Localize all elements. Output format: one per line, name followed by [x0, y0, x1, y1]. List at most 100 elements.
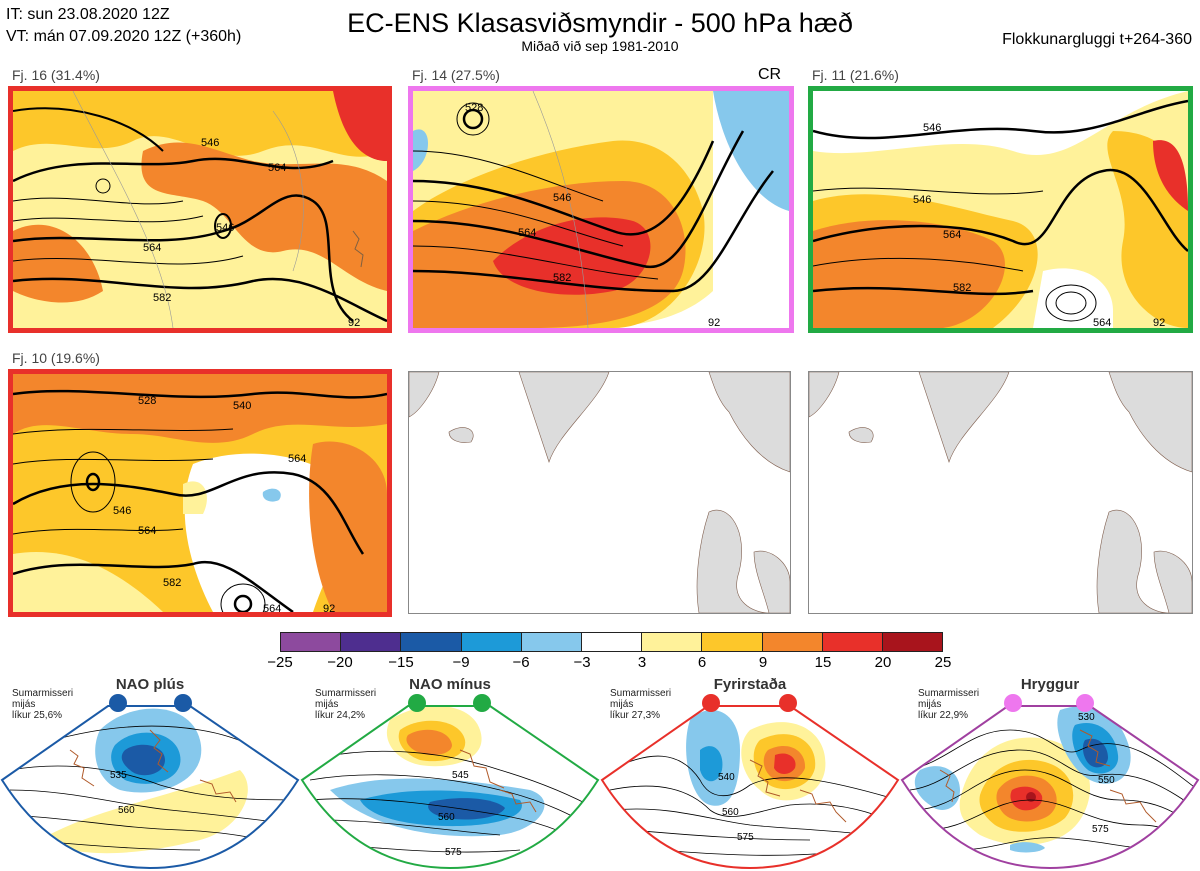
regime-contour-label: 575 [445, 847, 462, 858]
regime-info-line: Sumarmisseri [610, 688, 672, 699]
cluster-4-contour-label: 540 [233, 400, 251, 412]
cluster-1-map: 546 564 546 564 582 92 [8, 86, 392, 333]
regime-info: Sumarmisseri mijás líkur 22,9% [918, 688, 979, 721]
regime-contour-label: 550 [1098, 775, 1115, 786]
colorbar-swatch [702, 633, 763, 651]
colorbar-tick: 9 [758, 654, 768, 671]
colorbar-swatch [281, 633, 342, 651]
cluster-3-contour-label: 92 [1153, 317, 1165, 328]
cluster-4-contour-label: 528 [138, 395, 156, 407]
regime-contour-label: 545 [452, 770, 469, 781]
regime-info-line: líkur 25,6% [12, 710, 63, 721]
colorbar-ticks: −25 −20 −15 −9 −6 −3 3 6 9 15 20 25 [0, 654, 1200, 672]
regime-title: Fyrirstaða [713, 676, 787, 693]
regime-nao-minus: Sumarmisseri mijás líkur 24,2% NAO mínus… [300, 676, 600, 871]
colorbar-tick: 3 [637, 654, 647, 671]
cluster-2-contour-label: 582 [553, 272, 571, 284]
regime-contour-label: 535 [110, 770, 127, 781]
colorbar-swatch [581, 633, 643, 651]
regime-info: Sumarmisseri mijás líkur 24,2% [315, 688, 376, 721]
regime-info: Sumarmisseri mijás líkur 27,3% [610, 688, 671, 721]
cluster-2-contour-label: 528 [465, 102, 483, 114]
colorbar-swatch [401, 633, 462, 651]
cluster-1-contour-label: 564 [143, 242, 161, 254]
cluster-1-contour-label: 582 [153, 292, 171, 304]
cluster-4-map: 528 540 546 564 564 582 564 92 [8, 369, 392, 617]
cluster-2-map: 528 546 564 582 92 [408, 86, 794, 333]
empty-map-panel [808, 371, 1193, 614]
colorbar-tick: 15 [814, 654, 832, 671]
regime-title: NAO plús [115, 676, 185, 693]
cluster-4-contour-label: 564 [263, 603, 281, 612]
valid-time: VT: mán 07.09.2020 12Z (+360h) [6, 28, 242, 45]
regime-contour-label: 560 [722, 807, 739, 818]
colorbar-swatch [341, 633, 402, 651]
regime-title: Hryggur [1020, 676, 1080, 693]
regime-nao-plus: Sumarmisseri mijás líkur 25,6% NAO plús … [0, 676, 300, 871]
colorbar-tick: 25 [934, 654, 952, 671]
colorbar [280, 632, 943, 652]
regime-info-line: Sumarmisseri [918, 688, 980, 699]
regime-ridge: Sumarmisseri mijás líkur 22,9% Hryggur [900, 676, 1200, 871]
cluster-1-contour-label: 92 [348, 317, 360, 328]
cluster-4-contour-label: 92 [323, 603, 335, 612]
cluster-1-label: Fj. 16 (31.4%) [12, 67, 100, 83]
cluster-1-contour-label: 546 [216, 222, 234, 234]
header-times: IT: sun 23.08.2020 12Z VT: mán 07.09.202… [6, 4, 241, 48]
regime-info-line: Sumarmisseri [12, 688, 74, 699]
regime-contour-label: 560 [118, 805, 135, 816]
colorbar-tick: −3 [573, 654, 591, 671]
cluster-3-label: Fj. 11 (21.6%) [812, 67, 899, 83]
cluster-4-contour-label: 564 [288, 453, 306, 465]
colorbar-tick: −9 [452, 654, 470, 671]
empty-map-panel [408, 371, 791, 614]
cluster-4-contour-label: 564 [138, 525, 156, 537]
cluster-3-contour-label: 564 [1093, 317, 1111, 328]
colorbar-tick: −15 [388, 654, 414, 671]
regime-contour-label: 575 [1092, 824, 1109, 835]
page-subtitle: Miðað við sep 1981-2010 [521, 38, 679, 54]
colorbar-swatch [461, 633, 522, 651]
regime-contour-label: 560 [438, 812, 455, 823]
regime-info-line: mijás [12, 699, 36, 710]
page-title: EC-ENS Klasasviðsmyndir - 500 hPa hæð [347, 8, 853, 38]
colorbar-tick: −25 [267, 654, 293, 671]
regime-info-line: mijás [315, 699, 339, 710]
cluster-2-label: Fj. 14 (27.5%) [412, 67, 500, 83]
colorbar-swatch [642, 633, 703, 651]
regime-info-line: mijás [610, 699, 634, 710]
cluster-2-tag: CR [758, 66, 782, 83]
cluster-1-contour-label: 546 [201, 137, 219, 149]
colorbar-swatch [882, 633, 943, 651]
colorbar-tick: 6 [697, 654, 707, 671]
colorbar-tick: 20 [874, 654, 892, 671]
cluster-3-map: 546 546 564 582 564 92 [808, 86, 1193, 333]
classification-window: Flokkunargluggi t+264-360 [1002, 31, 1192, 48]
cluster-2-contour-label: 92 [708, 317, 720, 328]
regime-info-line: Sumarmisseri [315, 688, 377, 699]
initial-time: IT: sun 23.08.2020 12Z [6, 6, 170, 23]
cluster-2-contour-label: 564 [518, 227, 536, 239]
regime-title: NAO mínus [409, 676, 491, 693]
cluster-2-contour-label: 546 [553, 192, 571, 204]
cluster-3-contour-label: 546 [913, 194, 931, 206]
cluster-1-contour-label: 564 [268, 162, 286, 174]
regime-info-line: mijás [918, 699, 942, 710]
regime-contour-label: 575 [737, 832, 754, 843]
cluster-4-label: Fj. 10 (19.6%) [12, 350, 100, 366]
regime-blocking: Sumarmisseri mijás líkur 27,3% Fyrirstað… [600, 676, 900, 871]
cluster-3-contour-label: 582 [953, 282, 971, 294]
cluster-3-contour-label: 564 [943, 229, 961, 241]
regime-info-line: líkur 22,9% [918, 710, 969, 721]
cluster-4-contour-label: 582 [163, 577, 181, 589]
regime-info: Sumarmisseri mijás líkur 25,6% [12, 688, 73, 721]
colorbar-swatch [521, 633, 582, 651]
regime-contour-label: 530 [1078, 712, 1095, 723]
cluster-3-contour-label: 546 [923, 122, 941, 134]
regime-contour-label: 540 [718, 772, 735, 783]
regime-info-line: líkur 24,2% [315, 710, 366, 721]
cluster-4-contour-label: 546 [113, 505, 131, 517]
regime-info-line: líkur 27,3% [610, 710, 661, 721]
colorbar-tick: −6 [512, 654, 530, 671]
colorbar-tick: −20 [327, 654, 353, 671]
